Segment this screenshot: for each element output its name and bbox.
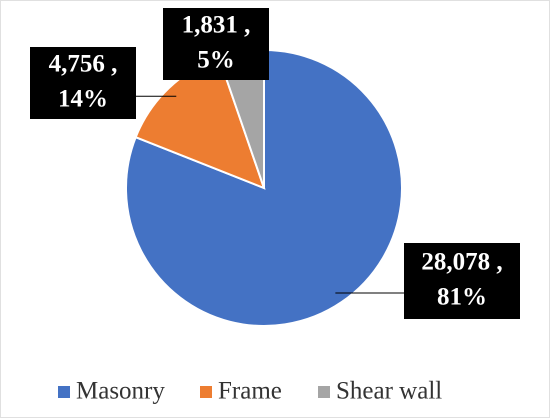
legend-marker [58,386,70,398]
legend-marker [200,386,212,398]
data-label-box [163,8,269,80]
data-label: 14% [58,86,108,113]
legend-label: Masonry [76,378,165,405]
legend-marker [318,386,330,398]
legend-label: Shear wall [336,378,442,405]
data-label: 81% [437,284,487,311]
data-label-box [404,243,520,319]
data-label: 5% [197,47,235,74]
data-label: 28,078 , [421,249,502,276]
data-label-box [30,47,136,119]
data-label: 1,831 , [182,12,251,39]
legend-label: Frame [218,378,282,405]
data-label: 4,756 , [49,51,118,78]
